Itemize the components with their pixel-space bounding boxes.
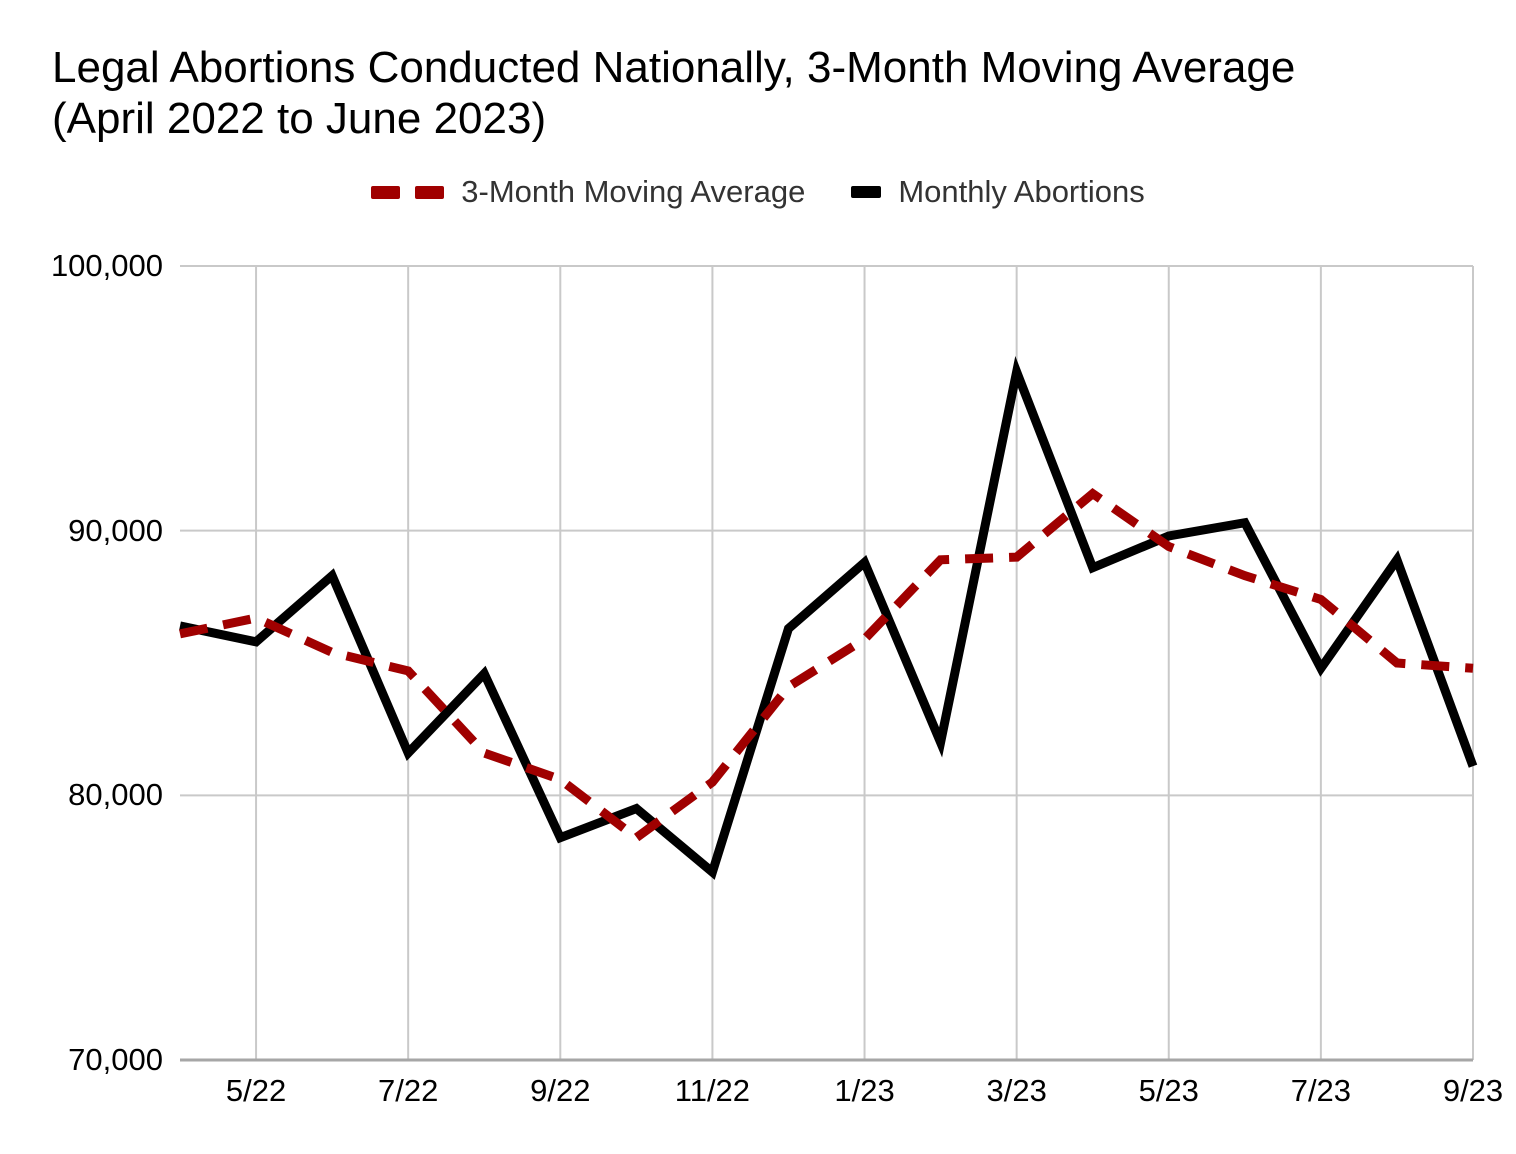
chart-title-line1: Legal Abortions Conducted Nationally, 3-… [52, 43, 1296, 92]
legend-item-moving-average: 3-Month Moving Average [371, 174, 805, 210]
series-line-monthly [179, 355, 1478, 880]
x-tick-label: 3/23 [986, 1073, 1047, 1108]
dash-segment [371, 185, 401, 199]
x-tick-label: 5/22 [225, 1073, 287, 1108]
x-tick-label: 11/22 [674, 1073, 751, 1108]
series-lines [179, 355, 1478, 880]
legend-label-moving-average: 3-Month Moving Average [461, 174, 806, 209]
chart-title-line2: (April 2022 to June 2023) [52, 94, 547, 144]
y-tick-label: 70,000 [68, 1042, 163, 1077]
y-tick-label: 80,000 [68, 777, 163, 813]
y-tick-label: 100,000 [50, 248, 163, 283]
x-tick-label: 5/23 [1138, 1073, 1199, 1108]
legend: 3-Month Moving Average Monthly Abortions [0, 174, 1516, 210]
legend-label-monthly: Monthly Abortions [898, 174, 1145, 209]
legend-item-monthly: Monthly Abortions [851, 174, 1145, 210]
x-tick-label: 7/22 [378, 1073, 439, 1108]
x-tick-label: 9/23 [1442, 1073, 1504, 1108]
x-tick-label: 9/22 [530, 1073, 591, 1108]
x-tick-label: 7/23 [1290, 1073, 1352, 1108]
dash-segment [415, 185, 445, 199]
y-tick-label: 90,000 [68, 512, 163, 548]
solid-line-legend-icon [851, 186, 882, 198]
chart-title: Legal Abortions Conducted Nationally, 3-… [52, 42, 1295, 144]
series-line-moving-average [179, 487, 1474, 844]
dashed-line-legend-icon [371, 185, 445, 199]
x-tick-label: 1/23 [834, 1073, 895, 1108]
